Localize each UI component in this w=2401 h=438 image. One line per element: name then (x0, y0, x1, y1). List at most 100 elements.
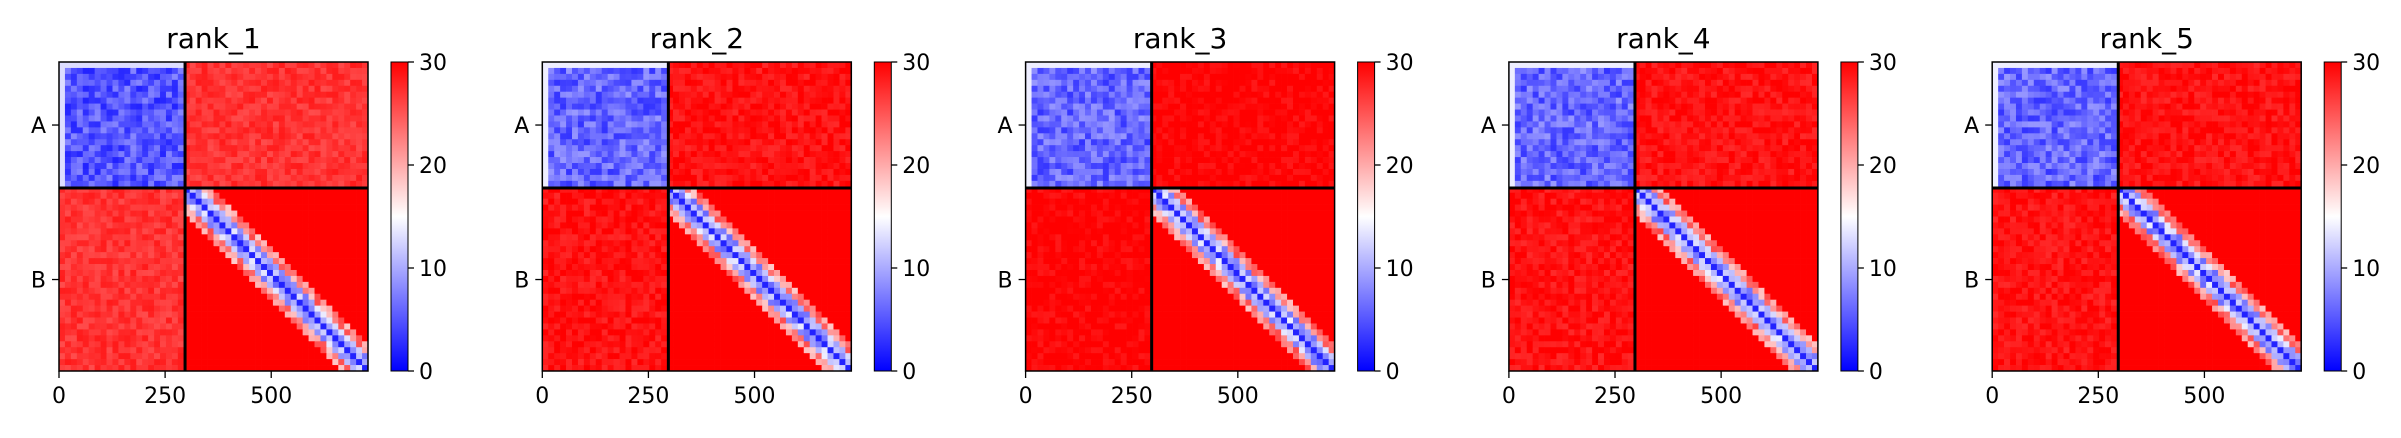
heatmap-cell (225, 204, 232, 211)
heatmap-cell (542, 293, 549, 301)
heatmap-cell (350, 109, 357, 116)
heatmap-cell (59, 240, 66, 247)
heatmap-cell (673, 151, 680, 158)
heatmap-cell (678, 204, 686, 211)
heatmap-cell (815, 240, 822, 247)
heatmap-cell (560, 198, 567, 205)
heatmap-cell (284, 287, 292, 295)
heatmap-cell (88, 281, 95, 289)
heatmap-cell (118, 293, 125, 301)
heatmap-cell (845, 275, 852, 283)
heatmap-cell (350, 145, 357, 152)
heatmap-cell (667, 299, 674, 306)
heatmap-cell (542, 192, 549, 200)
heatmap-cell (667, 275, 674, 283)
heatmap-cell (803, 157, 811, 164)
heatmap-cell (338, 79, 345, 87)
heatmap-cell (625, 258, 632, 265)
heatmap-cell (59, 198, 66, 205)
heatmap-cell (124, 323, 131, 330)
heatmap-cell (589, 264, 597, 271)
heatmap-cell (183, 210, 191, 217)
heatmap-cell (88, 347, 95, 354)
heatmap-cell (589, 240, 597, 247)
heatmap-cell (356, 115, 363, 122)
heatmap-cell (714, 97, 721, 104)
heatmap-cell (94, 347, 101, 354)
heatmap-cell (219, 115, 226, 122)
heatmap-cell (362, 85, 369, 93)
heatmap-cell (774, 79, 781, 87)
heatmap-cell (684, 305, 692, 312)
heatmap-cell (237, 204, 244, 211)
heatmap-cell (649, 109, 656, 116)
heatmap-cell (225, 323, 232, 330)
heatmap-cell (136, 67, 143, 75)
heatmap-cell (803, 79, 811, 87)
heatmap-cell (70, 62, 78, 69)
heatmap-cell (779, 186, 787, 194)
heatmap-cell (560, 91, 567, 98)
heatmap-cell (809, 115, 816, 122)
heatmap-cell (249, 258, 256, 265)
heatmap-cell (76, 269, 84, 277)
heatmap-cell (213, 163, 220, 170)
heatmap-cell (112, 293, 119, 301)
heatmap-cell (756, 174, 763, 182)
heatmap-cell (100, 353, 107, 360)
heatmap-cell (619, 287, 626, 295)
heatmap-cell (583, 258, 591, 265)
heatmap-cell (637, 234, 644, 241)
heatmap-cell (661, 109, 668, 116)
heatmap-cell (690, 168, 698, 176)
heatmap-cell (696, 157, 704, 164)
heatmap-cell (225, 186, 232, 194)
heatmap-cell (76, 79, 84, 87)
heatmap-cell (177, 216, 185, 223)
heatmap-cell (601, 186, 609, 194)
heatmap-cell (124, 234, 131, 241)
heatmap-cell (720, 67, 727, 75)
heatmap-cell (779, 228, 787, 235)
heatmap-cell (112, 281, 119, 289)
heatmap-cell (589, 121, 597, 128)
heatmap-cell (320, 305, 327, 312)
heatmap-cell (231, 192, 238, 200)
heatmap-cell (118, 246, 125, 253)
heatmap-cell (542, 109, 549, 116)
heatmap-cell (266, 269, 274, 277)
heatmap-cell (833, 210, 840, 217)
heatmap-cell (542, 299, 549, 306)
heatmap-cell (296, 73, 303, 81)
heatmap-cell (785, 305, 793, 312)
heatmap-cell (678, 174, 686, 182)
heatmap-cell (750, 252, 757, 259)
heatmap-cell (261, 133, 268, 140)
heatmap-cell (82, 121, 90, 128)
heatmap-cell (678, 317, 686, 324)
heatmap-cell (332, 246, 339, 253)
heatmap-cell (702, 275, 710, 283)
heatmap-cell (344, 157, 351, 164)
heatmap-cell (726, 258, 733, 265)
heatmap-cell (243, 246, 250, 253)
heatmap-cell (779, 299, 787, 306)
heatmap-cell (249, 151, 256, 158)
heatmap-cell (189, 323, 197, 330)
heatmap-cell (649, 234, 656, 241)
heatmap-cell (195, 67, 202, 75)
heatmap-cell (249, 139, 256, 146)
heatmap-cell (613, 234, 620, 241)
heatmap-cell (673, 174, 680, 182)
heatmap-cell (774, 133, 781, 140)
heatmap-cell (237, 198, 244, 205)
heatmap-cell (750, 275, 757, 283)
heatmap-cell (231, 216, 238, 223)
heatmap-cell (160, 151, 167, 158)
heatmap-cell (213, 359, 220, 366)
heatmap-cell (566, 317, 573, 324)
heatmap-cell (213, 73, 220, 81)
heatmap-cell (243, 305, 250, 312)
heatmap-cell (302, 275, 309, 283)
heatmap-cell (106, 317, 113, 324)
